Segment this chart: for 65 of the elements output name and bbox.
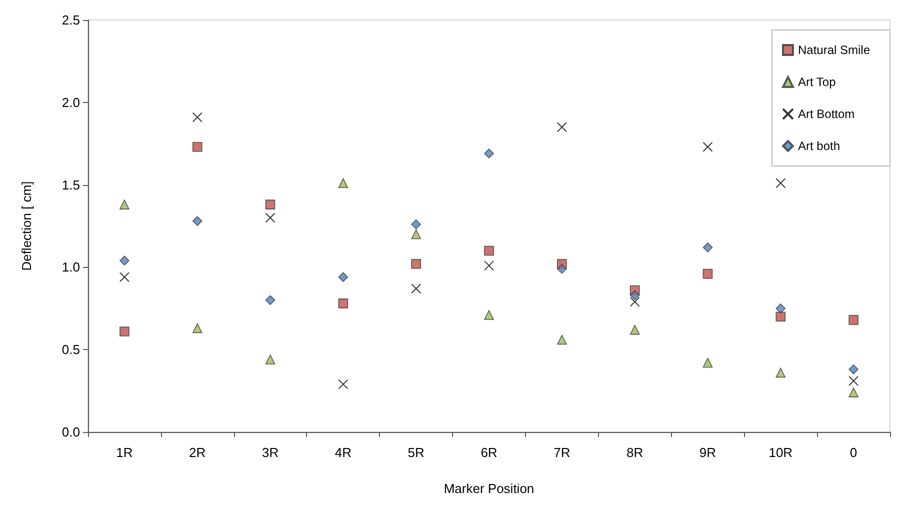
point [630, 296, 640, 307]
point [265, 354, 276, 364]
x-tick-label: 4R [334, 445, 352, 460]
point [630, 290, 640, 300]
point [192, 216, 202, 226]
point [557, 334, 567, 345]
point [265, 200, 276, 210]
point [776, 368, 786, 378]
y-tick-label: 2.5 [62, 12, 80, 28]
legend-label: Natural Smile [798, 43, 870, 57]
y-tick-label: 1.0 [62, 260, 80, 275]
point [630, 324, 640, 335]
x-tick-label: 2R [189, 445, 206, 460]
point [411, 229, 421, 240]
x-tick-label: 3R [262, 445, 279, 460]
point [411, 284, 422, 294]
point [484, 246, 494, 256]
point [702, 268, 713, 279]
point [556, 122, 567, 132]
y-tick-label: 0.5 [62, 342, 80, 358]
point [484, 310, 494, 320]
point [848, 376, 859, 386]
point [120, 256, 130, 266]
point [411, 219, 421, 230]
point [411, 259, 421, 269]
point [265, 295, 276, 306]
point [848, 364, 858, 374]
point [776, 178, 786, 188]
point [338, 379, 348, 390]
legend-label: Art Bottom [798, 107, 855, 121]
point [484, 148, 494, 158]
x-axis-title: Marker Position [444, 481, 534, 496]
x-tick-label: 7R [554, 445, 570, 460]
point [338, 298, 348, 308]
point [702, 358, 713, 368]
point [192, 142, 202, 152]
legend-label: Art Top [798, 75, 836, 89]
x-tick-label: 9R [699, 445, 716, 460]
x-tick-label: 5R [408, 445, 424, 460]
point [848, 315, 858, 325]
point [776, 312, 786, 322]
point [702, 242, 713, 252]
y-axis-title: Deflection [ cm] [19, 181, 34, 271]
point [119, 272, 130, 282]
x-tick-label: 1R [116, 445, 133, 460]
y-tick-label: 0.0 [62, 424, 80, 440]
y-tick-label: 2.0 [62, 94, 80, 110]
y-tick-label: 1.5 [62, 177, 80, 192]
point [120, 326, 130, 336]
x-tick-label: 10R [768, 445, 793, 460]
legend-label: Art both [798, 139, 840, 153]
point [338, 178, 348, 188]
point [192, 112, 202, 122]
x-tick-label: 8R [626, 445, 644, 460]
point [702, 142, 713, 152]
point [484, 260, 494, 271]
point [120, 200, 130, 210]
point [338, 272, 348, 282]
point [557, 264, 567, 274]
x-tick-label: 6R [480, 445, 498, 460]
point [776, 304, 786, 314]
x-tick-label: 0 [850, 445, 858, 460]
point [265, 212, 276, 223]
point [192, 323, 202, 334]
point [848, 388, 858, 398]
